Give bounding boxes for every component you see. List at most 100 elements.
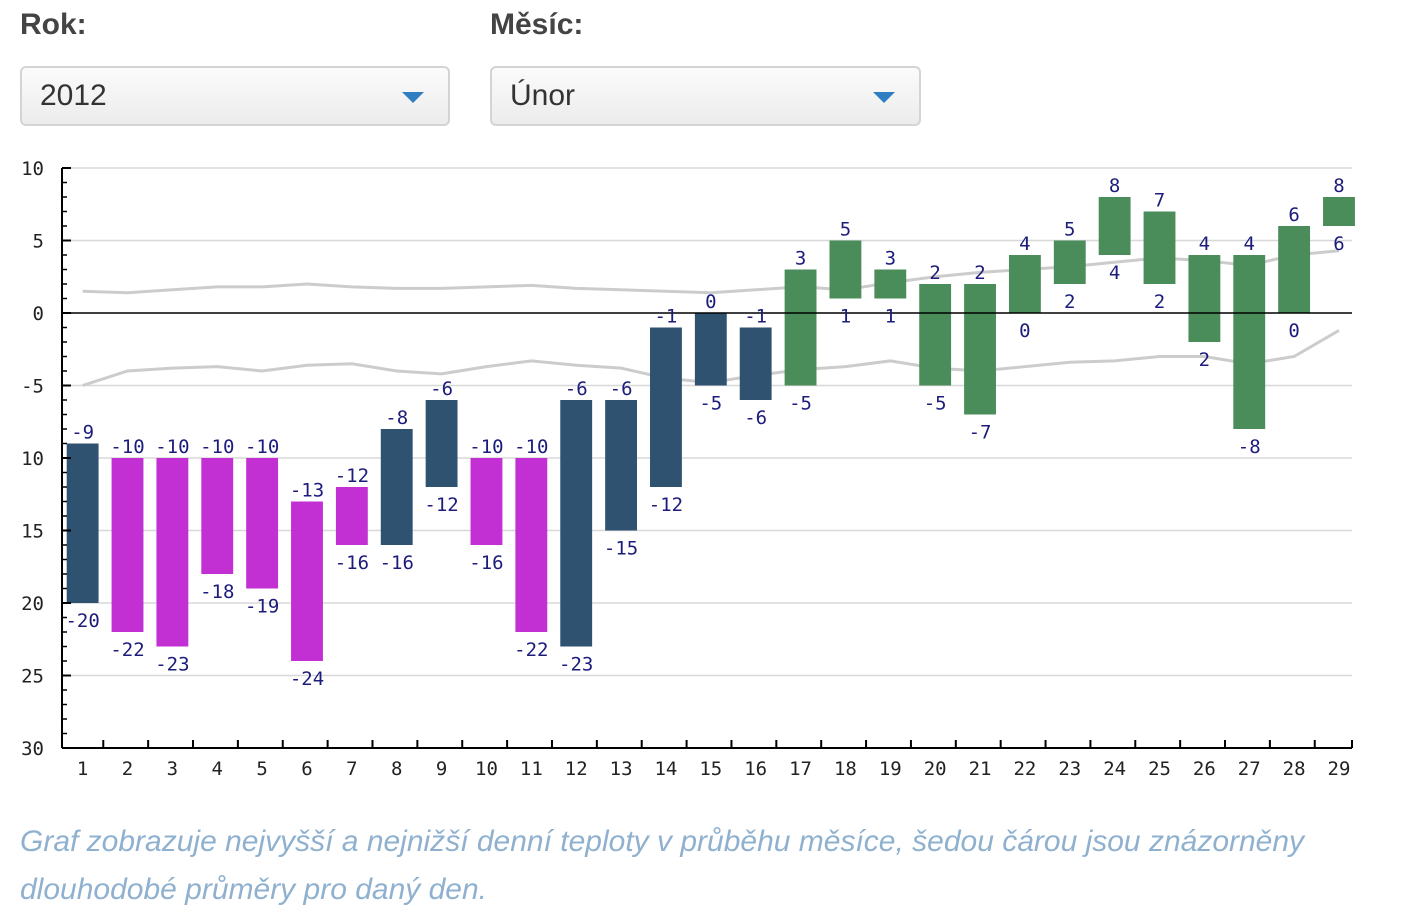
min-temp-label: -16 [469, 552, 503, 574]
x-tick-label: 21 [969, 758, 992, 780]
y-tick-label: 5 [33, 231, 44, 253]
temperature-bar [784, 269, 817, 386]
min-temp-label: -15 [604, 538, 638, 560]
max-temp-label: -10 [245, 436, 279, 458]
min-temp-label: -24 [290, 668, 324, 690]
temperature-bar [964, 284, 996, 415]
x-tick-label: 3 [167, 758, 178, 780]
month-label: Měsíc: [490, 8, 584, 41]
x-tick-label: 7 [346, 758, 357, 780]
max-temp-label: 2 [974, 262, 985, 284]
x-tick-label: 26 [1193, 758, 1216, 780]
max-temp-label: 3 [795, 248, 806, 270]
x-tick-label: 13 [610, 758, 633, 780]
x-tick-label: 10 [475, 758, 498, 780]
min-temp-label: -16 [380, 552, 414, 574]
max-temp-label: 4 [1244, 233, 1255, 255]
temperature-bar [694, 313, 727, 386]
max-temp-label: -9 [71, 422, 94, 444]
min-temp-label: -23 [559, 654, 593, 676]
max-temp-label: 4 [1019, 233, 1030, 255]
y-tick-label: 25 [21, 666, 44, 688]
temperature-bar [919, 284, 952, 386]
average-high-line [82, 249, 1340, 295]
min-temp-label: 1 [885, 306, 896, 328]
max-temp-label: -1 [744, 306, 767, 328]
max-temp-label: -6 [565, 378, 588, 400]
max-temp-label: 4 [1199, 233, 1210, 255]
year-select-value: 2012 [40, 79, 107, 112]
temperature-bar [1323, 197, 1355, 226]
x-tick-label: 20 [924, 758, 947, 780]
min-temp-label: 2 [1199, 349, 1210, 371]
year-select[interactable]: 2012 [20, 66, 450, 126]
x-tick-label: 12 [565, 758, 588, 780]
min-temp-label: -22 [110, 639, 144, 661]
temperature-bar [560, 400, 593, 647]
y-tick-label: 15 [21, 521, 44, 543]
min-temp-label: 2 [1154, 291, 1165, 313]
max-temp-label: -8 [385, 407, 408, 429]
x-tick-label: 2 [122, 758, 133, 780]
max-temp-label: -10 [469, 436, 503, 458]
temperature-bar [1053, 240, 1086, 284]
max-temp-label: -10 [110, 436, 144, 458]
temperature-bar [66, 443, 99, 603]
max-temp-label: -10 [514, 436, 548, 458]
x-tick-label: 28 [1283, 758, 1306, 780]
max-temp-label: 5 [1064, 219, 1075, 241]
min-temp-label: 6 [1333, 233, 1344, 255]
min-temp-label: -5 [924, 393, 947, 415]
temperature-bar [1143, 211, 1176, 284]
month-select[interactable]: Únor [490, 66, 921, 126]
temperature-bar [1233, 255, 1266, 429]
min-temp-label: -6 [744, 407, 767, 429]
max-temp-label: -6 [430, 378, 453, 400]
x-tick-label: 17 [789, 758, 812, 780]
x-tick-label: 18 [834, 758, 857, 780]
temperature-bar [1098, 197, 1131, 255]
x-tick-label: 19 [879, 758, 902, 780]
min-temp-label: -12 [649, 494, 683, 516]
max-temp-label: 6 [1288, 204, 1299, 226]
max-temp-label: 8 [1333, 175, 1344, 197]
x-tick-label: 24 [1103, 758, 1126, 780]
max-temp-label: -1 [654, 306, 677, 328]
min-temp-label: -8 [1238, 436, 1261, 458]
temperature-bar [829, 240, 862, 299]
temperature-bar [335, 487, 368, 545]
temperature-bar [515, 458, 548, 632]
max-temp-label: -10 [155, 436, 189, 458]
x-tick-label: 5 [256, 758, 267, 780]
temperature-bar [874, 269, 907, 299]
y-tick-label: 10 [21, 158, 44, 180]
x-tick-label: 16 [744, 758, 767, 780]
temperature-bar [605, 400, 638, 531]
max-temp-label: 0 [705, 291, 716, 313]
x-tick-label: 25 [1148, 758, 1171, 780]
caret-down-icon [402, 92, 424, 103]
max-temp-label: -12 [335, 465, 369, 487]
temperature-bar [1188, 255, 1221, 342]
temperature-bar [1008, 255, 1041, 313]
x-tick-label: 29 [1328, 758, 1351, 780]
temperature-bar [650, 327, 682, 487]
max-temp-label: 7 [1154, 190, 1165, 212]
caret-down-icon [873, 92, 895, 103]
max-temp-label: 3 [885, 248, 896, 270]
temperature-bar [425, 400, 458, 487]
temperature-bar [201, 458, 234, 574]
temperature-bar [111, 458, 144, 632]
min-temp-label: -12 [424, 494, 458, 516]
max-temp-label: 2 [929, 262, 940, 284]
max-temp-label: -10 [200, 436, 234, 458]
x-tick-label: 8 [391, 758, 402, 780]
month-select-value: Únor [510, 79, 576, 112]
chart-caption: Graf zobrazuje nejvyšší a nejnižší denní… [20, 825, 1305, 906]
y-tick-label: 30 [21, 738, 44, 760]
x-tick-label: 14 [654, 758, 677, 780]
min-temp-label: -7 [969, 422, 992, 444]
min-temp-label: 4 [1109, 262, 1120, 284]
